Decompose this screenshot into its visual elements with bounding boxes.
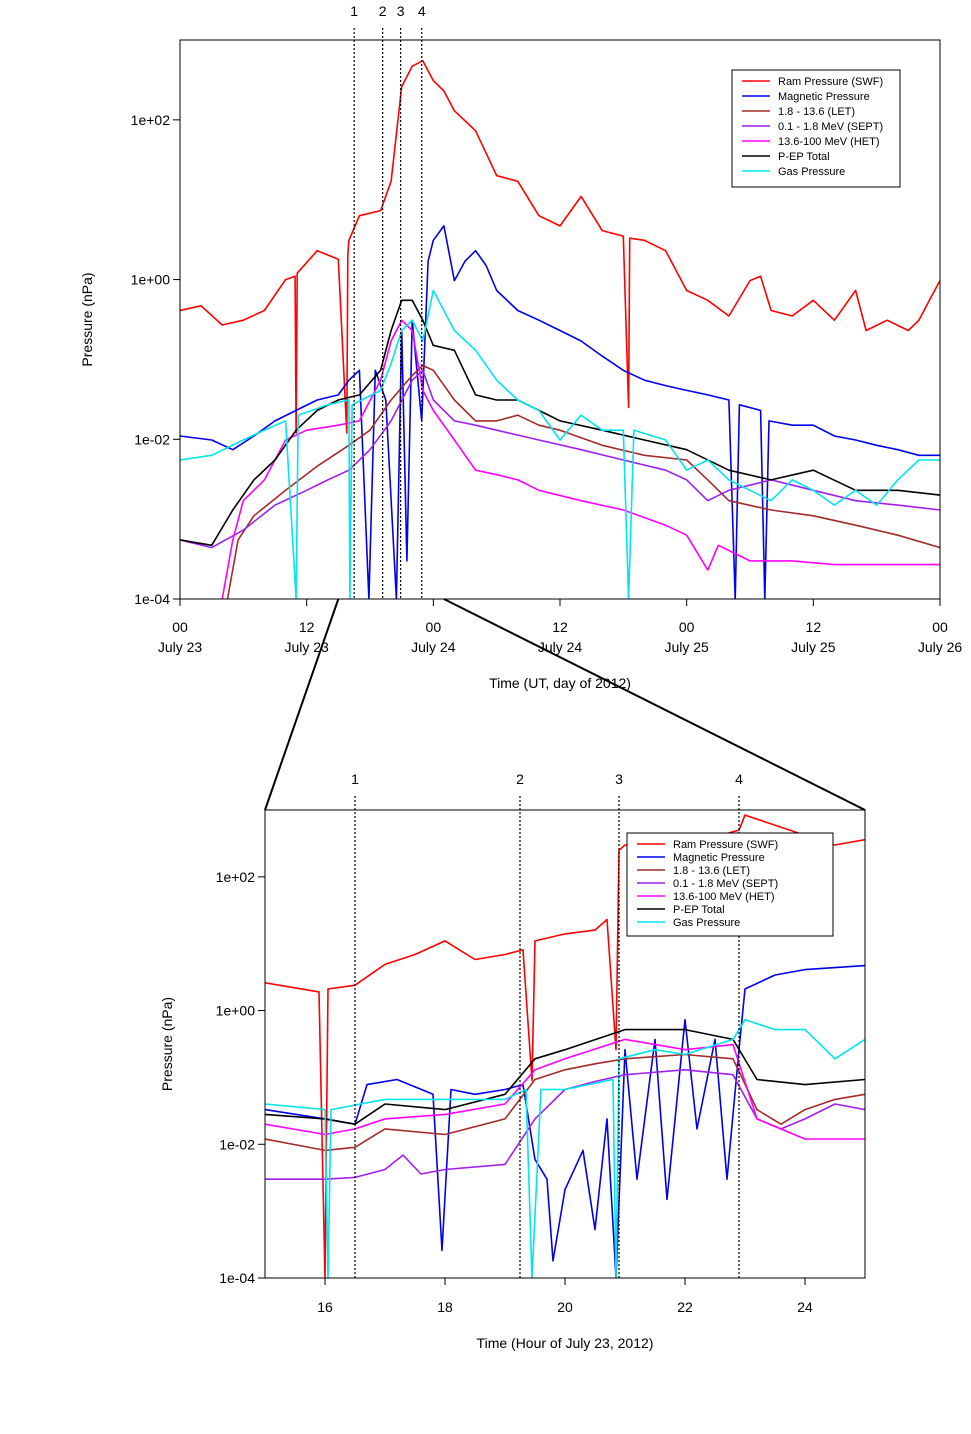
x-axis-title: Time (Hour of July 23, 2012)	[477, 1335, 654, 1351]
legend-box	[626, 832, 834, 937]
event-label: 2	[379, 3, 387, 19]
y-tick-label: 1e-04	[219, 1270, 255, 1286]
legend-label: Ram Pressure (SWF)	[673, 839, 778, 851]
event-label: 2	[516, 771, 524, 787]
x-tick-label: 12	[299, 619, 315, 635]
x-tick-label: 12	[552, 619, 568, 635]
series-line	[180, 299, 940, 547]
x-tick-label: 12	[806, 619, 822, 635]
y-tick-label: 1e+00	[131, 272, 171, 288]
event-label: 3	[397, 3, 405, 19]
y-tick-label: 1e+00	[216, 1003, 256, 1019]
legend-label: P-EP Total	[673, 904, 725, 916]
x-tick-label: 20	[557, 1299, 573, 1315]
series-line	[265, 1038, 865, 1140]
x-tick-label: July 24	[411, 639, 456, 655]
legend-label: 13.6-100 MeV (HET)	[778, 136, 879, 148]
x-tick-label: July 25	[791, 639, 836, 655]
series-line	[180, 59, 940, 434]
x-axis-title: Time (UT, day of 2012)	[489, 675, 631, 691]
x-tick-label: 24	[797, 1299, 813, 1315]
event-label: 4	[735, 771, 743, 787]
series-layer	[265, 814, 865, 1278]
event-label: 3	[615, 771, 623, 787]
series-layer	[180, 59, 940, 599]
x-tick-label: 00	[426, 619, 442, 635]
legend-label: 1.8 - 13.6 (LET)	[778, 106, 855, 118]
zoom-connector	[264, 598, 340, 811]
series-line	[180, 369, 940, 549]
legend-label: Gas Pressure	[778, 166, 845, 178]
x-tick-label: 18	[437, 1299, 453, 1315]
legend-label: Ram Pressure (SWF)	[778, 76, 883, 88]
series-line	[226, 364, 940, 599]
y-tick-label: 1e+02	[216, 869, 256, 885]
legend-label: P-EP Total	[778, 151, 830, 163]
legend-label: Magnetic Pressure	[778, 91, 870, 103]
legend-label: 0.1 - 1.8 MeV (SEPT)	[778, 121, 883, 133]
series-line	[265, 1018, 865, 1278]
y-axis-title: Pressure (nPa)	[79, 272, 95, 366]
series-line	[180, 289, 940, 599]
series-line	[265, 964, 865, 1278]
x-tick-label: 00	[172, 619, 188, 635]
chart-panel: 1 2 3 4 1e-04 1e-02 1e+00 1e+02 16 18 20 22 24 Time (…	[159, 771, 866, 1351]
x-tick-label: July 23	[158, 639, 203, 655]
series-line	[265, 1053, 865, 1152]
event-label: 1	[351, 771, 359, 787]
y-tick-label: 1e-02	[219, 1136, 255, 1152]
event-label: 4	[418, 3, 426, 19]
legend-label: Gas Pressure	[673, 917, 740, 929]
series-line	[221, 319, 940, 599]
series-line	[180, 225, 940, 599]
x-tick-label: 22	[677, 1299, 693, 1315]
series-line	[265, 1028, 865, 1125]
y-tick-label: 1e-04	[134, 591, 170, 607]
zoom-connector	[443, 598, 866, 811]
legend-label: 1.8 - 13.6 (LET)	[673, 865, 750, 877]
y-tick-label: 1e-02	[134, 431, 170, 447]
legend-label: 0.1 - 1.8 MeV (SEPT)	[673, 878, 778, 890]
y-axis-title: Pressure (nPa)	[159, 997, 175, 1091]
x-tick-label: July 25	[664, 639, 709, 655]
legend: Ram Pressure (SWF) Magnetic Pressure 1.8 -…	[731, 69, 901, 188]
event-label: 1	[350, 3, 358, 19]
x-tick-label: 00	[679, 619, 695, 635]
x-tick-label: 00	[932, 619, 948, 635]
y-tick-label: 1e+02	[131, 112, 171, 128]
x-tick-label: 16	[317, 1299, 333, 1315]
legend-label: 13.6-100 MeV (HET)	[673, 891, 774, 903]
x-tick-label: July 26	[918, 639, 963, 655]
legend-label: Magnetic Pressure	[673, 852, 765, 864]
legend-box	[731, 69, 901, 188]
x-tick-label: July 24	[538, 639, 583, 655]
x-tick-label: July 23	[284, 639, 329, 655]
